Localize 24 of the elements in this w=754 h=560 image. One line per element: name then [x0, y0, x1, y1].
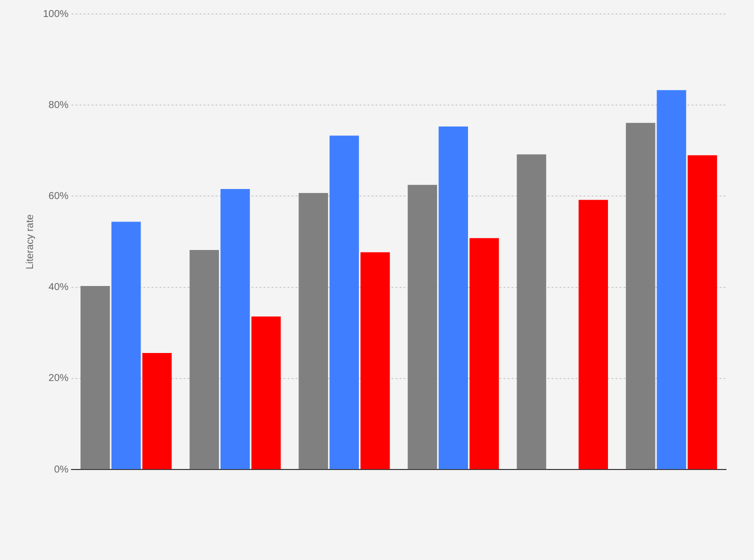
y-tick-label: 0% [54, 464, 69, 476]
bar [330, 136, 359, 470]
bar [626, 122, 656, 470]
bar [298, 193, 328, 470]
y-tick-label: 80% [48, 100, 69, 111]
y-tick-label: 20% [48, 373, 69, 384]
bar [438, 126, 468, 470]
bar [360, 252, 390, 470]
bar [142, 352, 172, 470]
bar [470, 238, 499, 470]
bar [656, 90, 686, 470]
bar [688, 155, 718, 470]
y-tick-label: 40% [48, 282, 69, 294]
bar [220, 188, 250, 470]
bar [408, 184, 438, 470]
bar [578, 200, 608, 470]
y-axis-title: Literacy rate [24, 214, 36, 270]
bar [111, 222, 141, 470]
y-tick-label: 100% [43, 8, 69, 20]
y-tick-label: 60% [48, 190, 69, 202]
bar [80, 286, 110, 470]
bar [190, 250, 219, 470]
bar [251, 316, 281, 470]
bar [516, 154, 546, 470]
